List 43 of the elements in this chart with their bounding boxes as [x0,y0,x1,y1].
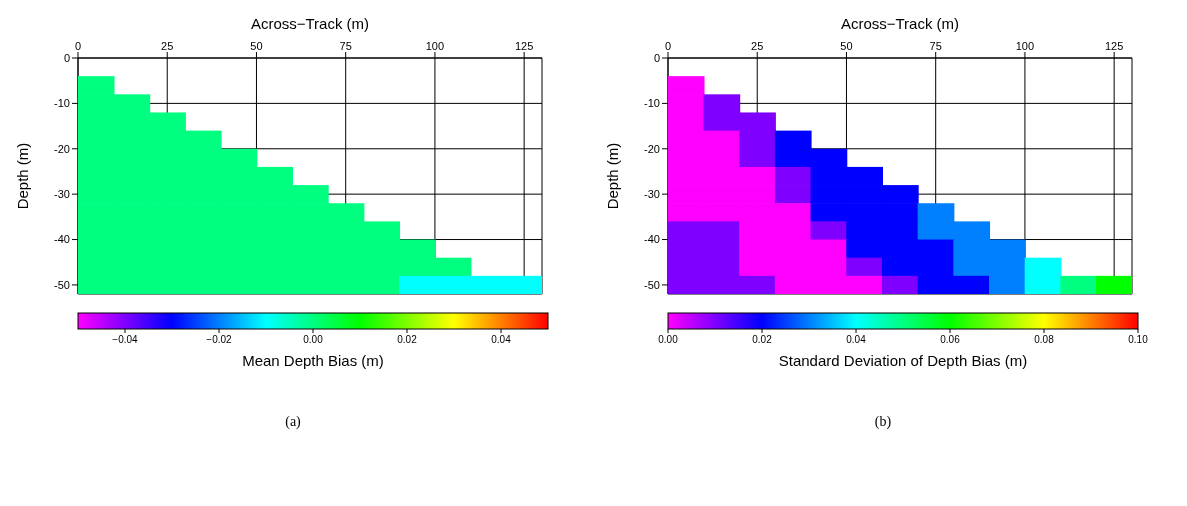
y-tick-label: -30 [54,188,70,201]
y-tick-label: -40 [54,233,70,246]
color-bar-label: 0.06 [940,334,961,345]
x-tick-label: 50 [840,40,853,52]
y-axis-title: Depth (m) [604,142,622,210]
y-tick-label: 0 [63,51,70,64]
x-tick-label: 125 [1104,40,1124,52]
x-axis-title: Across−Track (m) [250,14,370,32]
color-bar-label: 0.04 [846,334,867,345]
y-tick-label: -10 [54,97,70,110]
color-bar-label: 0.00 [303,334,324,345]
x-tick-label: 100 [1015,40,1035,52]
y-axis-title: Depth (m) [14,142,32,210]
color-bar-label: −0.04 [112,334,139,345]
color-bar-label: 0.00 [658,334,679,345]
text: (b) [873,414,893,430]
y-tick-label: -20 [54,142,70,155]
x-tick-label: 125 [514,40,534,52]
x-tick-label: 50 [250,40,263,52]
y-tick-label: -40 [644,233,660,246]
color-bar-title: Mean Depth Bias (m) [242,352,384,369]
x-tick-label: 100 [425,40,445,52]
y-tick-label: -50 [644,278,660,291]
x-tick-label: 75 [929,40,942,52]
y-tick-label: -20 [644,142,660,155]
color-bar-label: 0.02 [397,334,418,345]
color-bar-label: −0.02 [206,334,233,345]
color-bar-title: Standard Deviation of Depth Bias (m) [778,352,1028,369]
x-tick-label: 0 [74,40,82,52]
text: (a) [284,414,302,430]
y-tick-label: 0 [653,51,660,64]
x-axis-title: Across−Track (m) [840,14,960,32]
color-bar-label: 0.08 [1034,334,1055,345]
x-tick-label: 25 [751,40,764,52]
y-tick-label: -10 [644,97,660,110]
x-tick-label: 25 [161,40,174,52]
color-bar-label: 0.02 [752,334,773,345]
x-tick-label: 75 [339,40,352,52]
color-bar-label: 0.10 [1128,334,1149,345]
y-tick-label: -30 [644,188,660,201]
y-tick-label: -50 [54,278,70,291]
color-bar-label: 0.04 [491,334,512,345]
x-tick-label: 0 [664,40,672,52]
